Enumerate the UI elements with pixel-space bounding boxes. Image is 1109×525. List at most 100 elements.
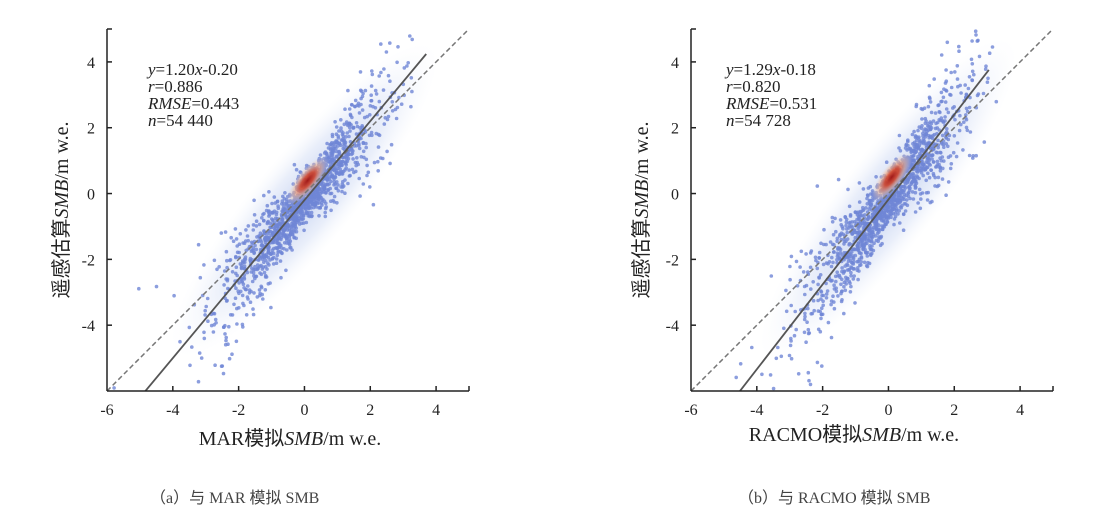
data-point bbox=[324, 177, 329, 181]
data-point bbox=[845, 262, 849, 267]
data-point bbox=[859, 255, 864, 259]
data-point bbox=[838, 247, 843, 252]
data-point bbox=[910, 190, 915, 194]
data-point bbox=[944, 68, 948, 72]
data-point bbox=[811, 298, 816, 303]
data-point bbox=[280, 199, 285, 203]
data-point bbox=[820, 312, 825, 317]
data-point bbox=[348, 129, 352, 133]
data-point bbox=[271, 262, 276, 266]
data-point bbox=[788, 277, 792, 282]
data-point bbox=[916, 128, 920, 133]
data-point bbox=[284, 234, 289, 239]
data-point bbox=[259, 285, 264, 290]
data-point bbox=[274, 223, 278, 227]
data-point bbox=[233, 296, 238, 301]
x-tick-label: -6 bbox=[100, 402, 113, 419]
data-point bbox=[927, 175, 932, 180]
data-point bbox=[235, 250, 240, 255]
data-point bbox=[809, 287, 813, 291]
data-point bbox=[938, 150, 943, 155]
data-point bbox=[870, 244, 874, 248]
data-point bbox=[913, 190, 918, 195]
data-point bbox=[930, 153, 935, 157]
data-point bbox=[283, 191, 287, 195]
data-point bbox=[347, 107, 352, 111]
data-point bbox=[985, 80, 990, 84]
data-point bbox=[309, 214, 314, 219]
density-peak bbox=[871, 152, 913, 202]
data-point bbox=[867, 207, 871, 211]
data-point bbox=[374, 92, 379, 96]
data-point bbox=[926, 104, 931, 109]
data-point bbox=[280, 202, 284, 206]
data-point bbox=[832, 306, 837, 311]
data-point bbox=[893, 211, 898, 215]
data-point bbox=[931, 171, 936, 176]
data-point bbox=[874, 222, 879, 226]
data-point bbox=[782, 326, 786, 331]
data-point bbox=[292, 162, 297, 167]
data-point bbox=[340, 170, 344, 174]
data-point bbox=[949, 85, 954, 90]
data-point bbox=[912, 129, 916, 134]
data-point bbox=[360, 108, 365, 112]
stats-annotation: n=54 728 bbox=[726, 111, 791, 130]
data-point bbox=[949, 93, 953, 97]
data-point bbox=[917, 187, 922, 192]
data-point bbox=[266, 261, 270, 266]
data-point bbox=[285, 248, 289, 252]
data-point bbox=[263, 264, 268, 269]
data-point bbox=[384, 50, 389, 54]
data-point bbox=[861, 247, 865, 252]
data-point bbox=[925, 198, 930, 202]
data-point bbox=[239, 263, 244, 268]
data-point bbox=[270, 231, 275, 236]
data-point bbox=[273, 201, 278, 205]
data-point bbox=[921, 162, 926, 167]
data-point bbox=[309, 206, 313, 210]
data-point bbox=[367, 133, 372, 138]
data-point bbox=[936, 138, 940, 143]
data-point bbox=[242, 241, 247, 245]
data-point bbox=[881, 214, 885, 219]
data-point bbox=[881, 225, 885, 229]
x-tick-label: -4 bbox=[166, 402, 179, 419]
data-point bbox=[844, 217, 849, 222]
data-point bbox=[828, 240, 833, 244]
data-point bbox=[247, 291, 252, 295]
data-point bbox=[874, 217, 878, 222]
data-point bbox=[806, 327, 811, 332]
data-point bbox=[284, 202, 289, 206]
data-point bbox=[334, 125, 339, 129]
data-point bbox=[907, 184, 912, 189]
data-point bbox=[329, 179, 333, 184]
data-point bbox=[253, 276, 257, 281]
data-point bbox=[377, 133, 382, 138]
data-point bbox=[903, 209, 908, 213]
data-point bbox=[280, 217, 285, 221]
data-point bbox=[789, 336, 793, 341]
data-point bbox=[224, 249, 229, 254]
data-point bbox=[848, 213, 853, 217]
data-point bbox=[196, 379, 201, 384]
data-point bbox=[931, 119, 936, 123]
data-point bbox=[928, 100, 933, 104]
data-point bbox=[760, 372, 764, 377]
data-point bbox=[819, 316, 823, 321]
data-point bbox=[262, 270, 267, 275]
data-point bbox=[242, 257, 247, 261]
data-point bbox=[304, 204, 309, 208]
data-point bbox=[337, 151, 342, 156]
data-point bbox=[821, 299, 825, 304]
data-point bbox=[382, 122, 387, 126]
data-point bbox=[275, 241, 279, 245]
data-point bbox=[361, 182, 366, 186]
data-point bbox=[242, 277, 247, 281]
data-point bbox=[970, 78, 974, 82]
data-point bbox=[331, 146, 336, 150]
data-point bbox=[808, 265, 813, 270]
data-point bbox=[302, 228, 306, 233]
data-point bbox=[409, 104, 413, 109]
data-point bbox=[826, 261, 830, 266]
